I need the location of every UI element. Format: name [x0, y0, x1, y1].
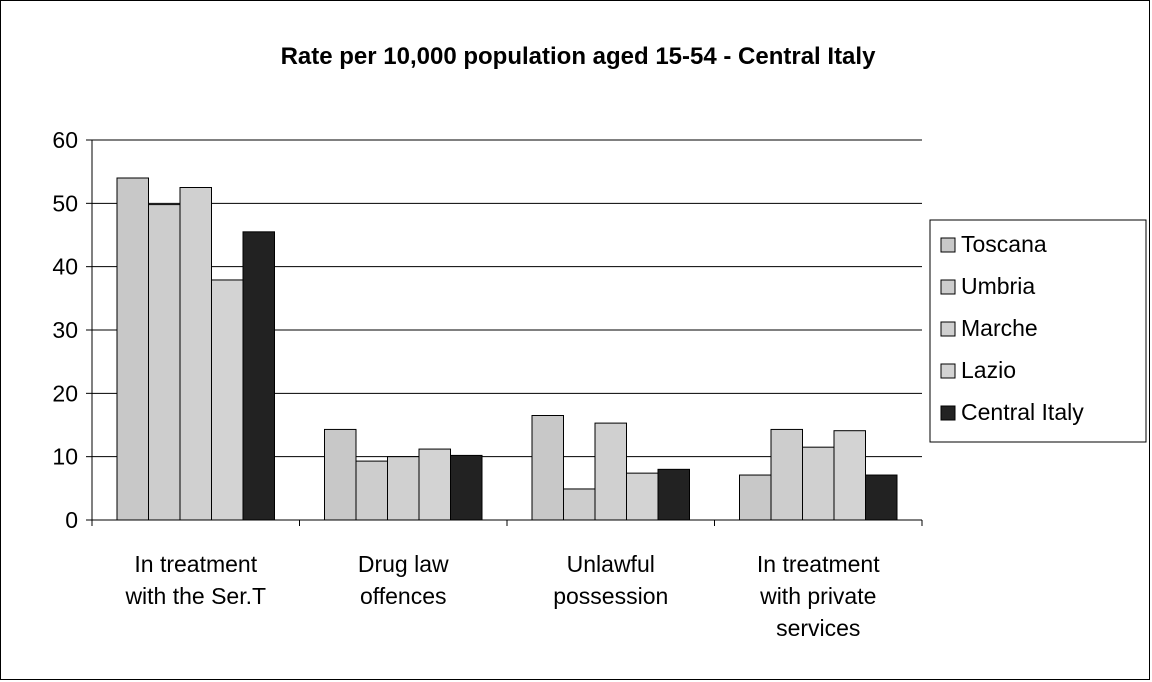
bar-central-italy: [450, 454, 483, 521]
legend-label: Central Italy: [961, 399, 1084, 425]
x-category-label: In treatment: [757, 551, 880, 577]
legend: Toscana Umbria Marche Lazio Central Italy: [929, 219, 1147, 443]
legend-swatch: [940, 279, 956, 295]
bar-umbria: [770, 428, 803, 521]
legend-swatch: [940, 405, 956, 421]
legend-swatch: [940, 363, 956, 379]
bars: [116, 177, 898, 521]
bar-central-italy: [657, 468, 690, 521]
legend-label: Umbria: [961, 273, 1035, 299]
y-tick-label: 20: [52, 380, 78, 406]
x-category-label: services: [776, 615, 860, 641]
bar-lazio: [211, 279, 244, 521]
y-axis-ticks: 0 10 20 30 40 50 60: [52, 127, 92, 533]
bar-central-italy: [865, 474, 898, 521]
bar-marche: [387, 456, 420, 521]
y-tick-label: 30: [52, 317, 78, 343]
bar-toscana: [324, 428, 357, 521]
bar-toscana: [531, 415, 564, 521]
bar-umbria: [563, 488, 596, 521]
bar-toscana: [116, 177, 149, 521]
legend-label: Lazio: [961, 357, 1016, 383]
bar-umbria: [355, 460, 388, 521]
y-tick-label: 50: [52, 190, 78, 216]
x-category-label: with the Ser.T: [124, 583, 266, 609]
legend-label: Toscana: [961, 231, 1047, 257]
bar-umbria: [148, 204, 181, 521]
legend-label: Marche: [961, 315, 1038, 341]
y-tick-label: 60: [52, 127, 78, 153]
y-tick-label: 40: [52, 254, 78, 280]
bar-lazio: [418, 448, 451, 521]
bar-marche: [802, 446, 835, 521]
bar-marche: [179, 187, 212, 521]
x-category-label: Unlawful: [567, 551, 655, 577]
chart-title: Rate per 10,000 population aged 15-54 - …: [281, 43, 877, 70]
x-category-label: In treatment: [134, 551, 257, 577]
bar-central-italy: [242, 231, 275, 521]
x-category-label: Drug law: [358, 551, 449, 577]
y-tick-label: 0: [65, 507, 78, 533]
x-category-label: with private: [759, 583, 876, 609]
x-axis-categories: In treatment with the Ser.T Drug law offenc…: [124, 551, 880, 641]
bar-toscana: [739, 474, 772, 521]
x-category-label: possession: [553, 583, 668, 609]
legend-swatch: [940, 237, 956, 253]
legend-box: [929, 219, 1147, 443]
bar-marche: [594, 422, 627, 521]
bar-lazio: [626, 472, 659, 521]
y-tick-label: 10: [52, 444, 78, 470]
x-category-label: offences: [360, 583, 447, 609]
bar-lazio: [833, 430, 866, 521]
legend-swatch: [940, 321, 956, 337]
